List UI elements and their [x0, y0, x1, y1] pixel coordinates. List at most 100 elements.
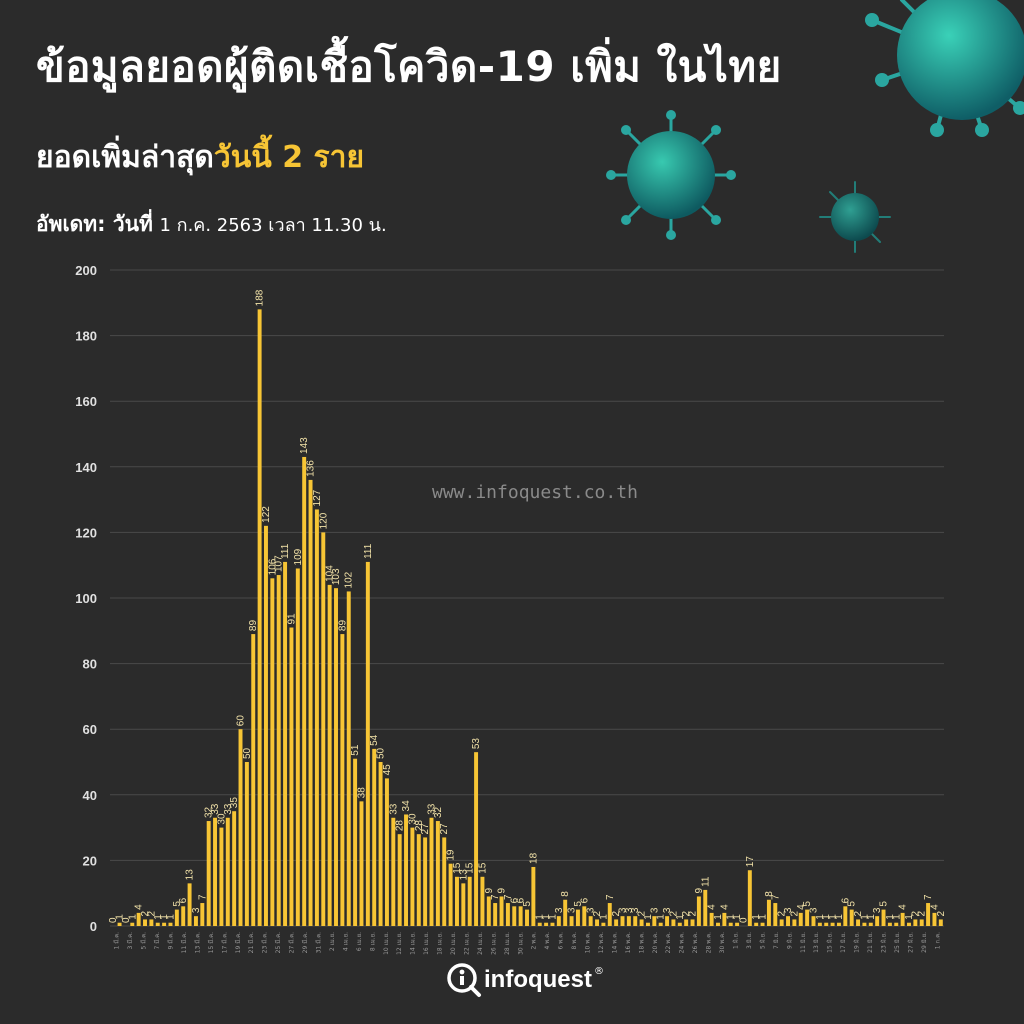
bar — [499, 896, 504, 926]
bar-data-label: 3 — [872, 907, 883, 913]
bar-data-label: 1 — [751, 914, 762, 920]
bar — [645, 922, 650, 926]
bar-data-label: 107 — [274, 555, 285, 572]
bar — [766, 899, 771, 926]
bar-data-label: 4 — [707, 904, 718, 910]
x-tick-label: 6 พ.ค. — [558, 932, 565, 950]
x-tick-label: 19 มี.ค. — [234, 932, 242, 953]
x-tick-label: 7 มิ.ย. — [773, 932, 780, 949]
x-tick-label: 24 เม.ย. — [477, 932, 484, 955]
x-tick-label: 1 มี.ค. — [113, 932, 121, 950]
bar-data-label: 27 — [420, 823, 431, 835]
bar-data-label: 33 — [388, 803, 399, 815]
x-tick-label: 4 เม.ย. — [342, 932, 349, 951]
bar-data-label: 35 — [229, 797, 240, 809]
bar-data-label: 2 — [611, 910, 622, 916]
bar — [353, 758, 358, 926]
x-tick-label: 24 พ.ค. — [679, 932, 686, 953]
bar — [359, 801, 364, 926]
bar-data-label: 34 — [401, 800, 412, 812]
bar — [200, 903, 205, 926]
bar-data-label: 89 — [337, 620, 348, 632]
bar — [824, 922, 829, 926]
bar-data-label: 15 — [452, 862, 463, 874]
virus-icon — [606, 110, 736, 240]
bar-data-label: 1 — [866, 914, 877, 920]
bar — [868, 922, 873, 926]
bar-data-label: 33 — [427, 803, 438, 815]
bar — [162, 922, 167, 926]
bar-data-label: 104 — [325, 565, 336, 582]
bar — [633, 916, 638, 926]
bar — [722, 912, 727, 926]
bar — [843, 906, 848, 926]
bar-data-label: 1 — [127, 914, 138, 920]
bar-data-label: 2 — [789, 910, 800, 916]
x-tick-label: 27 มี.ค. — [288, 932, 296, 953]
bar-data-label: 54 — [369, 734, 380, 746]
bar — [130, 922, 135, 926]
bar — [518, 906, 523, 926]
bar-data-label: 1 — [885, 914, 896, 920]
x-tick-label: 11 มี.ค. — [180, 932, 188, 953]
bar-data-label: 4 — [929, 904, 940, 910]
chart-title: ข้อมูลยอดผู้ติดเชื้อโควิด-19 เพิ่ม ในไทย — [36, 42, 782, 91]
x-tick-label: 14 เม.ย. — [410, 932, 417, 955]
x-tick-label: 30 พ.ค. — [719, 932, 726, 953]
x-tick-label: 8 เม.ย. — [369, 932, 376, 951]
y-tick-label: 0 — [90, 919, 97, 934]
bar — [404, 814, 409, 926]
bar-data-label: 1 — [643, 914, 654, 920]
bar-data-label: 7 — [197, 894, 208, 900]
bar — [569, 916, 574, 926]
chart-subtitle: ยอดเพิ่มล่าสุดวันนี้ 2 ราย — [36, 134, 364, 181]
bar — [174, 909, 179, 926]
y-tick-label: 160 — [75, 394, 97, 409]
bar — [327, 584, 332, 926]
bar — [703, 889, 708, 926]
bar — [435, 821, 440, 926]
x-tick-label: 12 พ.ค. — [598, 932, 605, 953]
x-tick-label: 10 พ.ค. — [585, 932, 592, 953]
bar-data-label: 1 — [115, 914, 126, 920]
y-tick-label: 80 — [83, 657, 97, 672]
bar — [391, 817, 396, 926]
bar-data-label: 33 — [223, 803, 234, 815]
x-tick-label: 29 มิ.ย. — [921, 932, 928, 953]
bar-data-label: 2 — [917, 910, 928, 916]
infoquest-logo-icon — [447, 963, 481, 997]
bar-data-label: 3 — [649, 907, 660, 913]
x-tick-label: 21 มิ.ย. — [867, 932, 874, 953]
x-tick-label: 29 มี.ค. — [301, 932, 309, 953]
x-tick-label: 13 มิ.ย. — [813, 932, 820, 953]
bar-data-label: 15 — [477, 862, 488, 874]
bar — [690, 919, 695, 926]
bar — [429, 817, 434, 926]
bar — [410, 827, 415, 926]
bar-data-label: 3 — [662, 907, 673, 913]
x-tick-label: 18 เม.ย. — [437, 932, 444, 955]
logo-registered-mark: ® — [594, 966, 604, 977]
bar-data-label: 143 — [299, 437, 310, 454]
bar-data-label: 8 — [560, 891, 571, 897]
bar — [512, 906, 517, 926]
bar-data-label: 2 — [140, 910, 151, 916]
bar-data-label: 9 — [484, 887, 495, 893]
bar-data-label: 2 — [592, 910, 603, 916]
bar-data-label: 102 — [344, 571, 355, 588]
x-tick-label: 20 พ.ค. — [652, 932, 659, 953]
bar — [467, 876, 472, 926]
bar-data-label: 1 — [758, 914, 769, 920]
bar — [938, 919, 943, 926]
bar-data-label: 11 — [700, 876, 711, 887]
bar — [474, 752, 479, 926]
x-tick-label: 9 มี.ค. — [167, 932, 175, 950]
bar — [193, 916, 198, 926]
bar-data-label: 6 — [579, 897, 590, 903]
bar — [747, 870, 752, 926]
watermark: www.infoquest.co.th — [432, 482, 638, 503]
bar — [894, 922, 899, 926]
bar — [544, 922, 549, 926]
bar-data-label: 7 — [605, 894, 616, 900]
